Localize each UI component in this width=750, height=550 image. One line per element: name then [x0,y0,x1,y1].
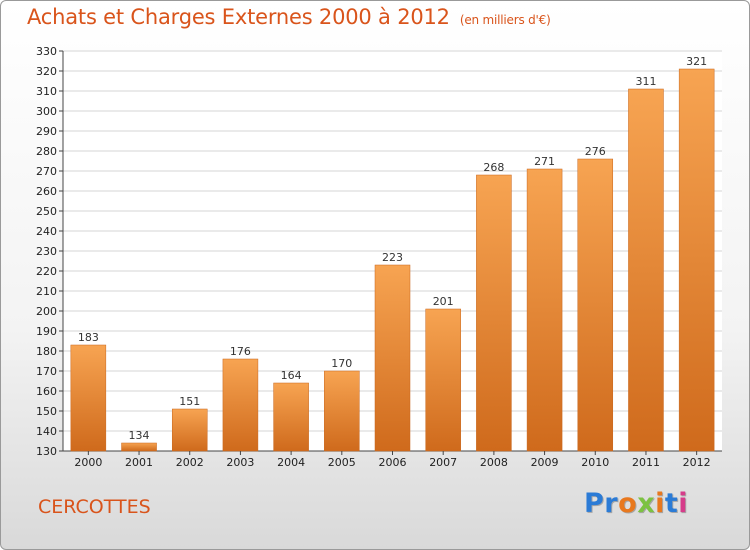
data-label: 183 [78,331,99,344]
logo-letter: r [604,488,619,519]
y-tick-label: 220 [36,265,57,278]
y-tick-label: 170 [36,365,57,378]
logo-letter: t [664,488,679,519]
logo-letter: i [678,488,689,519]
y-tick-label: 140 [36,425,57,438]
x-tick-label: 2006 [379,456,407,469]
y-tick-label: 180 [36,345,57,358]
proxiti-logo: Proxiti [584,488,688,519]
bar [577,158,614,452]
y-tick-label: 190 [36,325,57,338]
data-label: 276 [585,145,606,158]
y-tick-label: 240 [36,225,57,238]
bar [273,382,309,452]
data-label: 223 [382,251,403,264]
y-tick-label: 310 [36,85,57,98]
y-tick-label: 230 [36,245,57,258]
data-label: 170 [331,357,352,370]
x-tick-label: 2001 [125,456,153,469]
x-tick-label: 2010 [581,456,609,469]
data-label: 271 [534,155,555,168]
bar [476,174,512,452]
bar [70,344,107,452]
logo-letter: o [618,488,638,519]
bar [121,442,157,452]
x-tick-label: 2005 [328,456,356,469]
bar [678,68,715,452]
y-tick-label: 320 [36,65,57,78]
data-label: 164 [281,369,302,382]
data-label: 176 [230,345,251,358]
y-tick-label: 270 [36,165,57,178]
y-tick-label: 160 [36,385,57,398]
y-tick-label: 200 [36,305,57,318]
bar [526,168,563,452]
x-tick-label: 2000 [74,456,102,469]
commune-name: CERCOTTES [38,496,151,518]
y-tick-label: 280 [36,145,57,158]
logo-letter: P [584,488,605,519]
data-label: 201 [433,295,454,308]
y-tick-label: 250 [36,205,57,218]
data-label: 268 [483,161,504,174]
x-tick-label: 2003 [226,456,254,469]
y-tick-label: 290 [36,125,57,138]
y-tick-label: 130 [36,445,57,458]
logo-letter: i [655,488,665,519]
x-tick-label: 2007 [429,456,457,469]
data-label: 134 [129,429,150,442]
x-tick-label: 2008 [480,456,508,469]
y-tick-label: 260 [36,185,57,198]
unit-note: (en milliers d'€) [459,13,551,27]
bar [374,264,411,452]
bar [324,370,360,452]
title-text: Achats et Charges Externes 2000 à 2012 [27,5,450,29]
y-tick-label: 150 [36,405,57,418]
y-tick-label: 300 [36,105,57,118]
y-tick-label: 210 [36,285,57,298]
y-tick-label: 330 [36,45,57,58]
chart-title: Achats et Charges Externes 2000 à 2012 (e… [27,5,551,29]
data-label: 321 [686,55,707,68]
bar [425,308,461,452]
bar [222,358,259,452]
logo-letter: x [637,488,656,519]
bar [628,88,664,452]
data-label: 151 [179,395,200,408]
bar [171,408,208,452]
x-tick-label: 2004 [277,456,305,469]
x-tick-label: 2011 [632,456,660,469]
x-tick-label: 2002 [176,456,204,469]
data-label: 311 [635,75,656,88]
x-tick-label: 2012 [683,456,711,469]
x-tick-label: 2009 [531,456,559,469]
